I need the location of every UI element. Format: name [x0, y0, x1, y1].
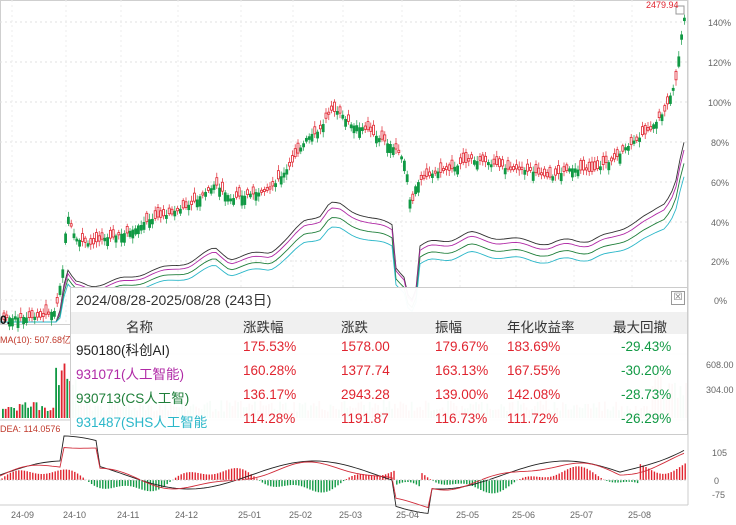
cell-name: 950180(科创AI)	[76, 343, 170, 358]
close-icon[interactable]: ☒	[671, 291, 685, 305]
macd-axis-label: 0	[714, 476, 720, 486]
x-axis-label: 25-05	[456, 510, 480, 520]
cell-chg: 1578.00	[341, 339, 390, 354]
col-pct-header[interactable]: 涨跌幅	[243, 320, 284, 335]
max-price-label: 2479.94	[646, 0, 679, 10]
cell-dd: -30.20%	[621, 363, 672, 378]
table-header: 名称 涨跌幅 涨跌 振幅 年化收益率 最大回撤	[71, 312, 687, 335]
y-axis-label: 140%	[708, 18, 732, 28]
x-axis-label: 24-09	[11, 510, 35, 520]
cell-name: 931071(人工智能)	[76, 367, 185, 382]
y-axis-label: 60%	[711, 178, 730, 188]
table-row[interactable]: 950180(科创AI) 175.53% 1578.00 179.67% 183.69%…	[71, 335, 687, 358]
cell-pct: 114.28%	[243, 411, 296, 426]
cell-amp: 139.00%	[435, 387, 489, 402]
x-axis-label: 25-01	[238, 510, 262, 520]
max-marker-icon	[675, 5, 685, 15]
y-axis-label: 100%	[708, 98, 732, 108]
cell-pct: 175.53%	[243, 339, 297, 354]
table-row[interactable]: 931487(SHS人工智能 114.28% 1191.87 116.73% 111.7…	[71, 407, 687, 430]
x-axis-label: 24-11	[117, 510, 140, 520]
macd-indicator	[0, 435, 688, 514]
x-axis-label: 25-08	[628, 510, 652, 520]
cell-annual: 111.72%	[507, 411, 559, 426]
y-axis-label: 120%	[708, 58, 732, 68]
cell-name: 930713(CS人工智)	[76, 391, 190, 406]
y-axis-label: 20%	[711, 257, 730, 267]
x-axis-label: 25-03	[339, 510, 363, 520]
col-name-header[interactable]: 名称	[126, 320, 153, 335]
y-axis-label: 80%	[711, 138, 730, 148]
macd-axis-label: 105	[712, 448, 728, 458]
cell-annual: 142.08%	[507, 387, 561, 402]
ma-label: MA(10): 507.68亿	[0, 335, 72, 345]
price-fragment-label: 0.	[0, 313, 11, 327]
cell-chg: 1377.74	[341, 363, 390, 378]
volume-axis-label: 608.00	[706, 360, 734, 370]
x-axis-label: 24-12	[175, 510, 199, 520]
cell-chg: 2943.28	[341, 387, 390, 402]
col-chg-header[interactable]: 涨跌	[341, 320, 368, 335]
cell-amp: 179.67%	[435, 339, 489, 354]
dea-label: DEA: 114.0576	[0, 424, 61, 434]
y-axis-label: 40%	[711, 218, 730, 228]
cell-dd: -29.43%	[621, 339, 672, 354]
cell-pct: 160.28%	[243, 363, 297, 378]
x-axis-label: 25-06	[512, 510, 536, 520]
panel-date-range: 2024/08/28-2025/08/28 (243日)	[76, 292, 272, 308]
x-axis-label: 24-10	[63, 510, 87, 520]
table-row[interactable]: 930713(CS人工智) 136.17% 2943.28 139.00% 142.08…	[71, 383, 687, 406]
volume-axis-label: 304.00	[706, 385, 734, 395]
table-row[interactable]: 931071(人工智能) 160.28% 1377.74 163.13% 167.55%…	[71, 359, 687, 382]
cell-annual: 183.69%	[507, 339, 561, 354]
cell-chg: 1191.87	[341, 411, 389, 426]
x-axis-label: 25-04	[396, 510, 420, 520]
macd-axis-label: -75	[712, 490, 726, 500]
col-annual-header[interactable]: 年化收益率	[507, 320, 575, 335]
cell-dd: -28.73%	[621, 387, 672, 402]
y-axis-label: 0%	[714, 296, 728, 306]
cell-dd: -26.29%	[621, 411, 672, 426]
cell-annual: 167.55%	[507, 363, 561, 378]
cell-amp: 116.73%	[435, 411, 488, 426]
comparison-panel: 2024/08/28-2025/08/28 (243日) ☒ 名称 涨跌幅 涨跌…	[70, 287, 688, 435]
x-axis-label: 25-07	[570, 510, 594, 520]
cell-name: 931487(SHS人工智能	[76, 415, 208, 430]
col-amp-header[interactable]: 振幅	[435, 320, 462, 335]
cell-pct: 136.17%	[243, 387, 297, 402]
x-axis-label: 25-02	[289, 510, 313, 520]
cell-amp: 163.13%	[435, 363, 489, 378]
candlestick-series	[2, 14, 686, 332]
col-drawdown-header[interactable]: 最大回撤	[613, 320, 667, 335]
